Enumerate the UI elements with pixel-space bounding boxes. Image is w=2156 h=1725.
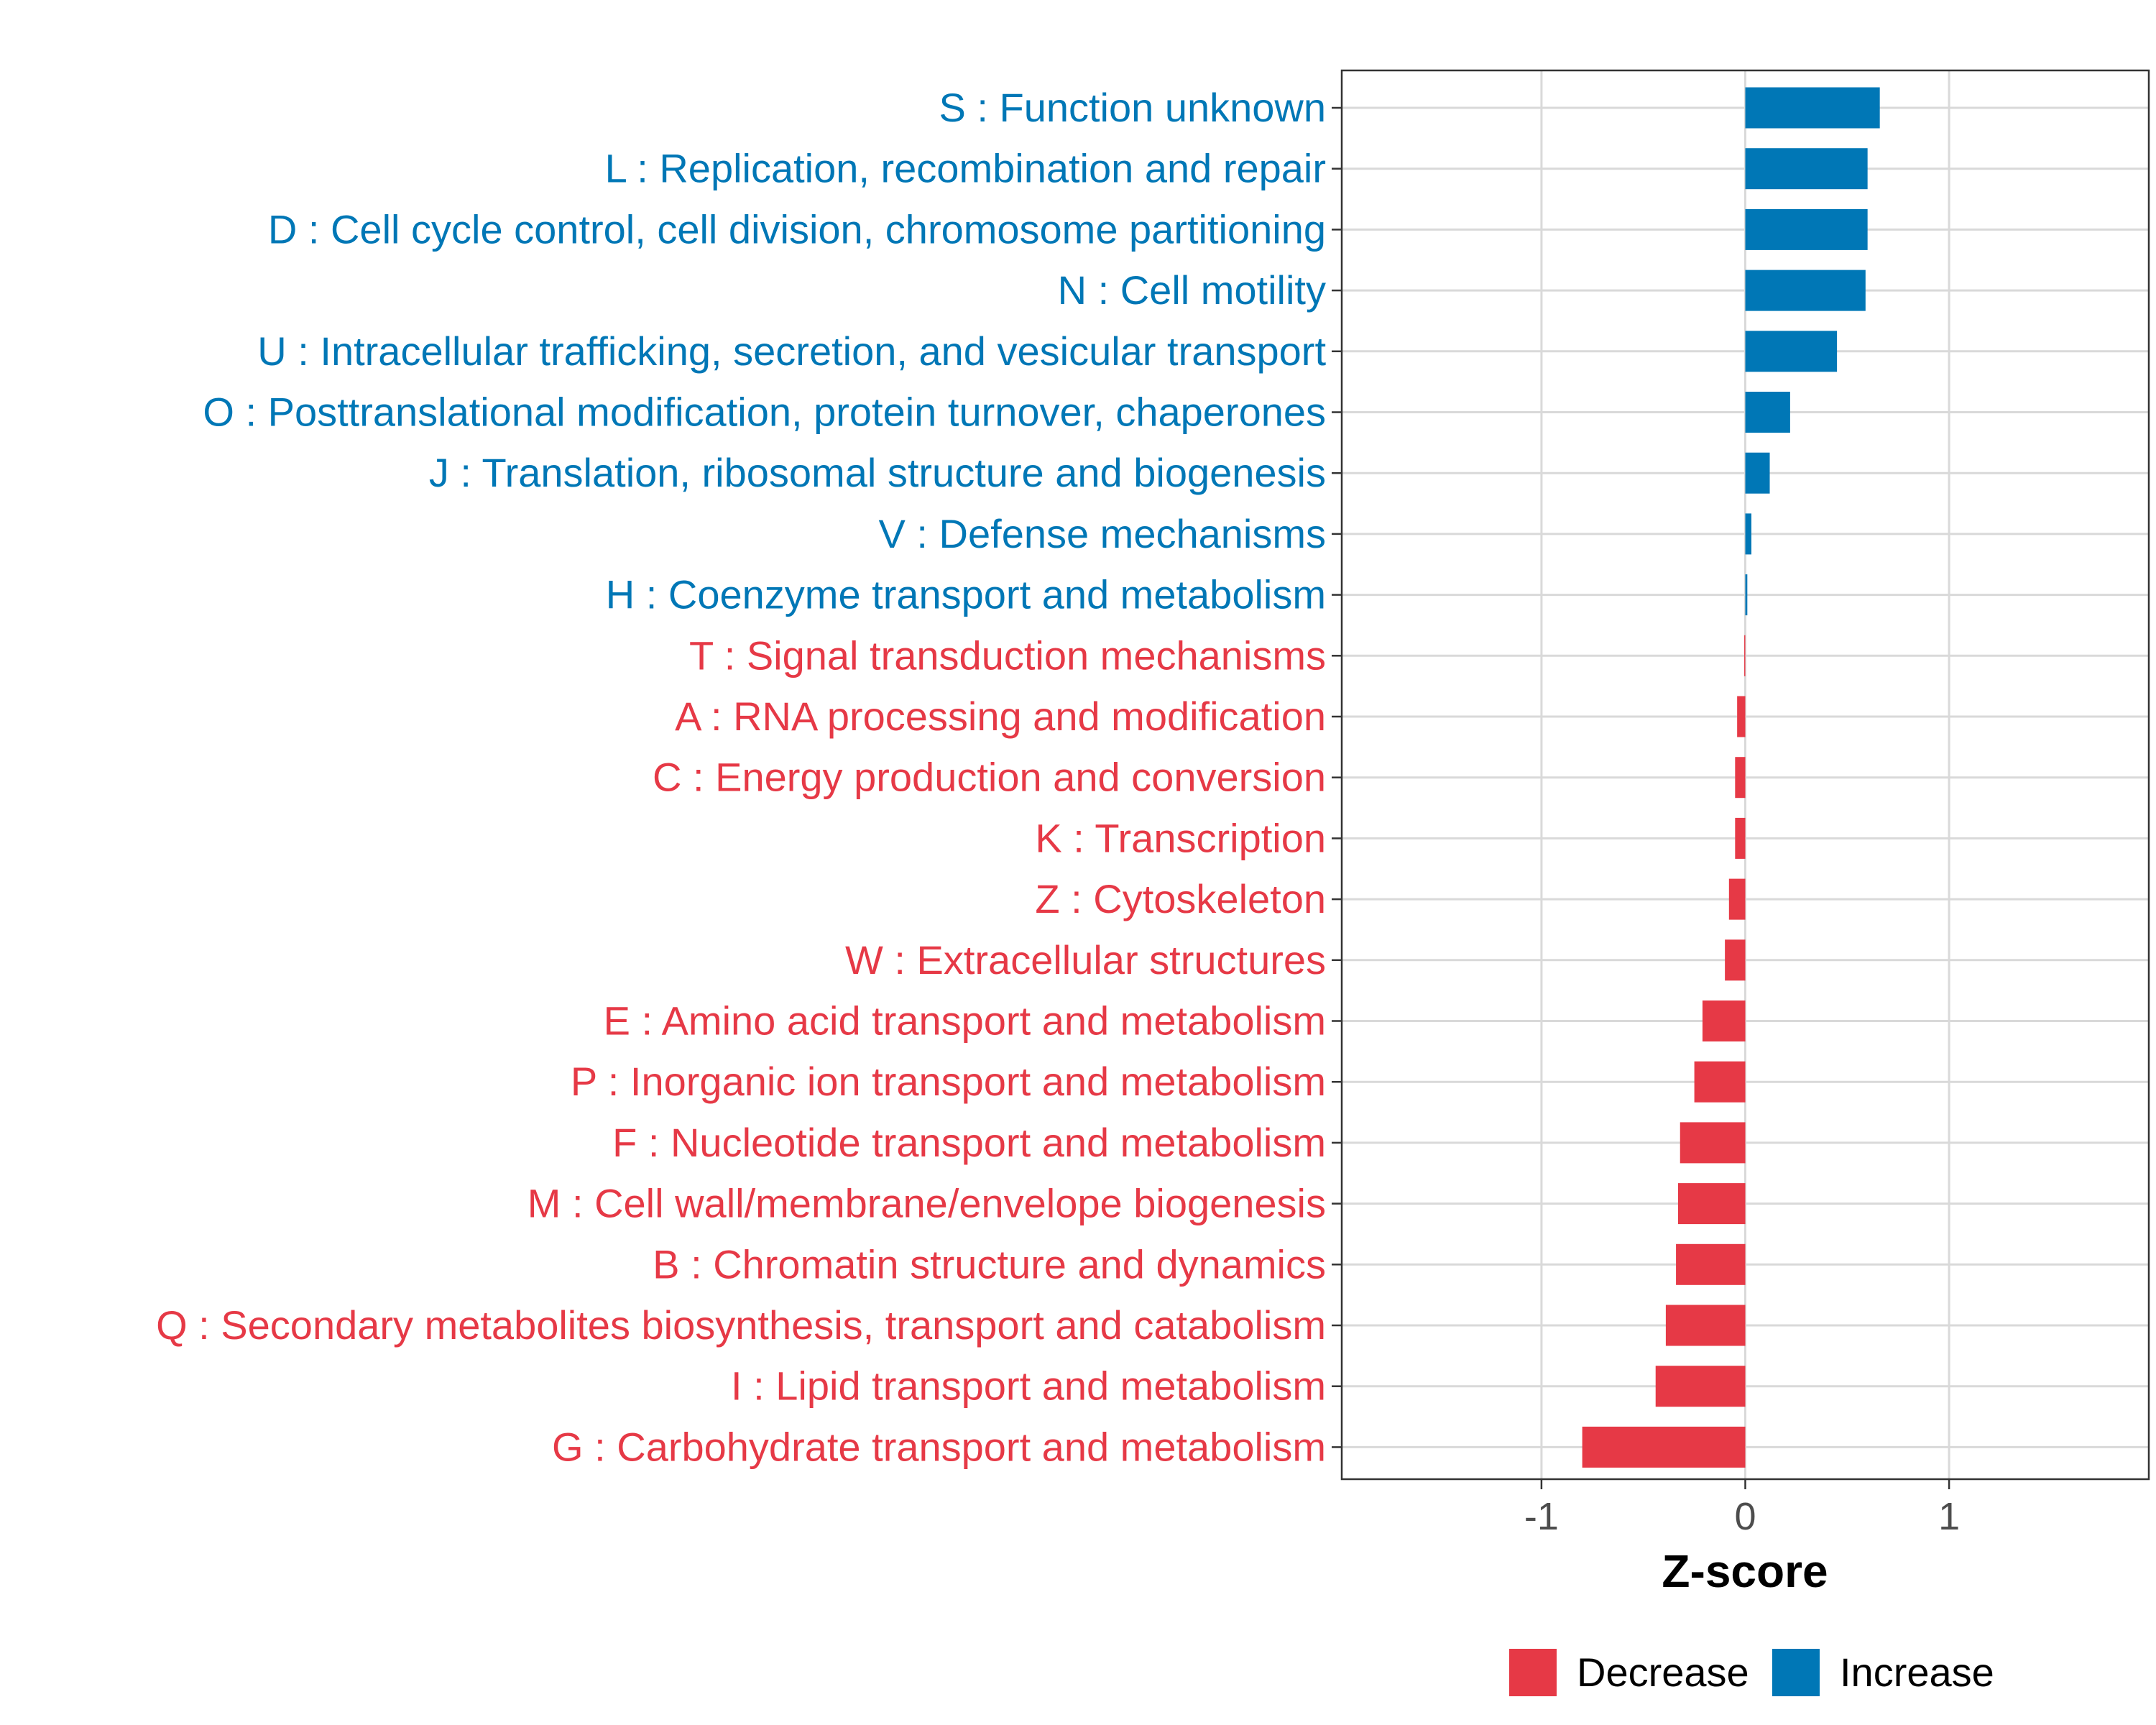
category-label-17: F : Nucleotide transport and metabolism xyxy=(612,1120,1326,1165)
category-label-6: J : Translation, ribosomal structure and… xyxy=(429,450,1326,495)
category-label-9: T : Signal transduction mechanisms xyxy=(689,632,1326,678)
legend: Decrease Increase xyxy=(1509,1649,1994,1696)
category-label-5: O : Posttranslational modification, prot… xyxy=(203,390,1326,435)
bar-19 xyxy=(1676,1243,1746,1285)
category-label-0: S : Function unknown xyxy=(939,85,1326,130)
bar-3 xyxy=(1745,270,1866,311)
bar-0 xyxy=(1745,87,1880,129)
bar-7 xyxy=(1745,513,1752,555)
bar-2 xyxy=(1745,208,1868,250)
category-label-7: V : Defense mechanisms xyxy=(879,511,1326,556)
x-tick-label-1: 0 xyxy=(1734,1495,1756,1538)
bar-20 xyxy=(1665,1305,1746,1346)
bar-9 xyxy=(1744,635,1746,676)
category-label-19: B : Chromatin structure and dynamics xyxy=(653,1241,1326,1287)
category-label-16: P : Inorganic ion transport and metaboli… xyxy=(571,1059,1326,1104)
category-label-18: M : Cell wall/membrane/envelope biogenes… xyxy=(528,1181,1326,1226)
bar-21 xyxy=(1655,1366,1746,1407)
x-tick-label-0: -1 xyxy=(1524,1495,1559,1538)
category-label-3: N : Cell motility xyxy=(1058,267,1326,313)
bar-10 xyxy=(1737,696,1746,737)
x-tick-label-2: 1 xyxy=(1938,1495,1960,1538)
bar-1 xyxy=(1745,148,1868,190)
bar-14 xyxy=(1725,939,1746,981)
bar-11 xyxy=(1735,757,1746,799)
legend-key-increase xyxy=(1772,1649,1820,1696)
category-label-10: A : RNA processing and modification xyxy=(675,694,1326,739)
bar-12 xyxy=(1735,817,1746,859)
bar-6 xyxy=(1745,452,1770,494)
legend-label-decrease: Decrease xyxy=(1577,1650,1749,1695)
category-label-4: U : Intracellular trafficking, secretion… xyxy=(257,328,1326,374)
category-label-22: G : Carbohydrate transport and metabolis… xyxy=(552,1424,1326,1469)
legend-label-increase: Increase xyxy=(1840,1650,1994,1695)
category-label-15: E : Amino acid transport and metabolism xyxy=(604,998,1326,1044)
bar-13 xyxy=(1728,878,1746,920)
bar-18 xyxy=(1677,1183,1746,1225)
bar-4 xyxy=(1745,331,1838,372)
category-label-12: K : Transcription xyxy=(1035,815,1326,860)
x-axis-ticks: -1 0 1 xyxy=(1524,1479,1960,1538)
category-label-20: Q : Secondary metabolites biosynthesis, … xyxy=(156,1302,1326,1348)
category-label-13: Z : Cytoskeleton xyxy=(1035,876,1326,921)
legend-key-decrease xyxy=(1509,1649,1557,1696)
bar-8 xyxy=(1745,574,1748,616)
bar-15 xyxy=(1702,1000,1746,1041)
bar-22 xyxy=(1582,1426,1746,1468)
category-labels: S : Function unknown L : Replication, rec… xyxy=(156,85,1326,1469)
category-label-11: C : Energy production and conversion xyxy=(653,755,1326,800)
bar-16 xyxy=(1694,1061,1746,1103)
category-label-8: H : Coenzyme transport and metabolism xyxy=(606,572,1326,617)
category-label-1: L : Replication, recombination and repai… xyxy=(605,146,1326,191)
category-label-14: W : Extracellular structures xyxy=(845,937,1326,983)
bar-17 xyxy=(1680,1122,1746,1164)
bar-layer xyxy=(1582,87,1880,1468)
category-label-21: I : Lipid transport and metabolism xyxy=(731,1363,1326,1409)
category-label-2: D : Cell cycle control, cell division, c… xyxy=(268,206,1326,252)
y-axis-ticks xyxy=(1332,106,1342,1448)
bar-5 xyxy=(1745,392,1790,433)
x-axis-title: Z-score xyxy=(1662,1545,1828,1597)
